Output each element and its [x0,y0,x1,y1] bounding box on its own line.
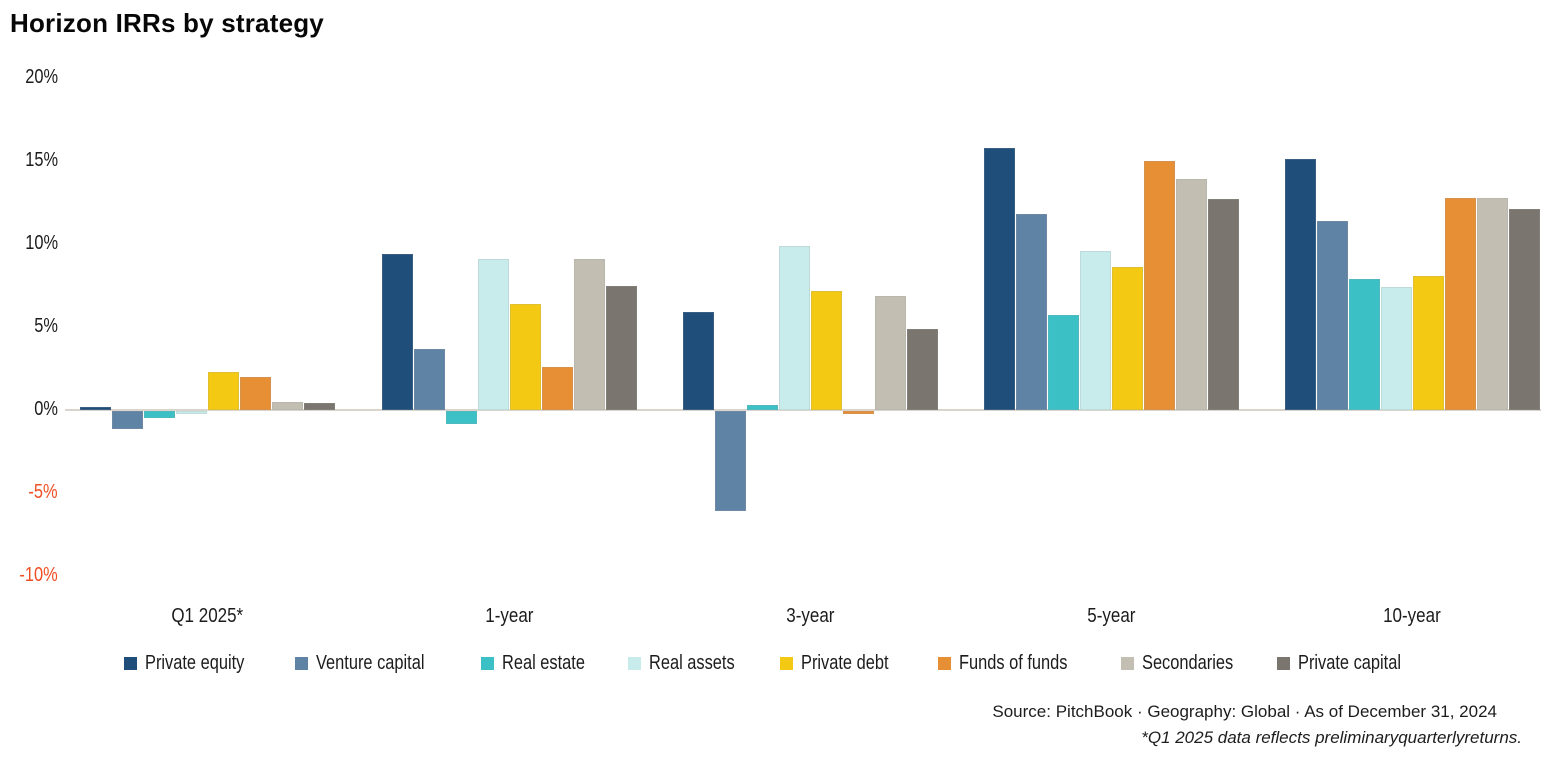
bar-funds-of-funds-10-year [1444,197,1476,410]
legend-swatch-private-capital [1277,656,1290,670]
legend-item-secondaries: Secondaries [1121,650,1253,676]
y-tick-label-10: -10% [19,564,58,586]
legend-label-real-assets: Real assets [649,651,735,674]
legend-swatch-real-estate [481,656,494,670]
bar-secondaries-5-year [1175,179,1207,410]
y-tick-label-5: -5% [28,481,58,503]
legend-label-private-capital: Private capital [1298,651,1402,674]
legend-item-private-debt: Private debt [780,650,908,676]
bar-real-assets-q1-2025 [175,411,207,415]
bar-private-debt-1-year [509,303,541,410]
legend-label-funds-of-funds: Funds of funds [959,651,1068,674]
bar-venture-capital-10-year [1316,220,1348,410]
bar-real-estate-1-year [445,411,477,425]
legend-item-private-capital: Private capital [1277,650,1424,676]
y-tick-label-15: 15% [25,149,58,171]
footnote-text: *Q1 2025 data reflects preliminaryquarte… [1141,728,1522,747]
bar-venture-capital-1-year [413,348,445,410]
bar-real-assets-3-year [778,245,810,410]
bar-private-debt-q1-2025 [207,371,239,410]
bar-real-estate-q1-2025 [143,411,175,418]
x-category-label-q1-2025: Q1 2025* [171,605,243,627]
bar-private-capital-1-year [605,285,637,410]
x-category-label-3-year: 3-year [785,605,835,627]
bar-private-debt-10-year [1412,275,1444,410]
y-tick-label-5: 5% [34,315,58,337]
legend-label-real-estate: Real estate [502,651,585,674]
y-tick-label-10: 10% [25,232,58,254]
zero-baseline [65,409,1541,411]
bar-real-assets-1-year [477,258,509,410]
bar-private-debt-5-year [1111,267,1143,410]
legend-label-private-debt: Private debt [801,651,889,674]
legend-item-funds-of-funds: Funds of funds [938,650,1091,676]
bar-secondaries-3-year [874,295,906,410]
legend-label-private-equity: Private equity [145,651,245,674]
bar-real-assets-5-year [1079,250,1111,410]
legend-swatch-real-assets [628,656,641,670]
legend-swatch-funds-of-funds [938,656,951,670]
bar-private-equity-5-year [983,147,1015,410]
legend-item-private-equity: Private equity [124,650,266,676]
bar-private-capital-3-year [906,328,938,410]
bar-funds-of-funds-q1-2025 [239,376,271,410]
bar-private-equity-3-year [682,312,714,410]
bar-secondaries-10-year [1476,197,1508,410]
x-category-label-5-year: 5-year [1086,605,1136,627]
source-text: Source: PitchBook · Geography: Global · … [992,702,1497,721]
bar-private-equity-1-year [381,254,413,410]
bar-funds-of-funds-5-year [1143,161,1175,410]
bar-funds-of-funds-3-year [842,411,874,415]
bar-secondaries-q1-2025 [271,401,303,410]
x-category-label-1-year: 1-year [484,605,534,627]
bar-funds-of-funds-1-year [541,366,573,410]
bar-real-assets-10-year [1380,287,1412,410]
bar-secondaries-1-year [573,258,605,410]
y-tick-label-0: 0% [34,398,58,420]
bar-real-estate-3-year [746,405,778,410]
x-category-label-10-year: 10-year [1383,605,1441,627]
bar-private-equity-10-year [1284,159,1316,410]
legend-label-venture-capital: Venture capital [316,651,425,674]
bar-private-capital-5-year [1207,199,1239,410]
legend-item-real-estate: Real estate [481,650,603,676]
bar-private-capital-q1-2025 [303,403,335,410]
legend-swatch-secondaries [1121,656,1134,670]
legend-item-real-assets: Real assets [628,650,754,676]
page-title: Horizon IRRs by strategy [10,8,324,38]
legend-label-secondaries: Secondaries [1142,651,1234,674]
bar-private-debt-3-year [810,290,842,410]
bar-venture-capital-5-year [1015,214,1047,410]
bar-real-estate-5-year [1047,315,1079,410]
bar-real-estate-10-year [1348,278,1380,410]
legend-swatch-private-debt [780,656,793,670]
bar-venture-capital-q1-2025 [111,411,143,430]
bar-private-capital-10-year [1508,209,1540,410]
legend-swatch-venture-capital [295,656,308,670]
bar-venture-capital-3-year [714,411,746,511]
bar-private-equity-q1-2025 [79,406,111,410]
y-tick-label-20: 20% [25,66,58,88]
legend-item-venture-capital: Venture capital [295,650,448,676]
legend-swatch-private-equity [124,656,137,670]
